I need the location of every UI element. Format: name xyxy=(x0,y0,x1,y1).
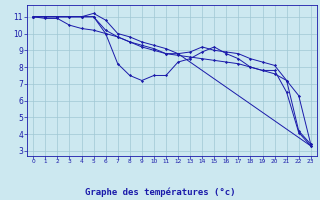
Text: Graphe des températures (°c): Graphe des températures (°c) xyxy=(85,187,235,197)
